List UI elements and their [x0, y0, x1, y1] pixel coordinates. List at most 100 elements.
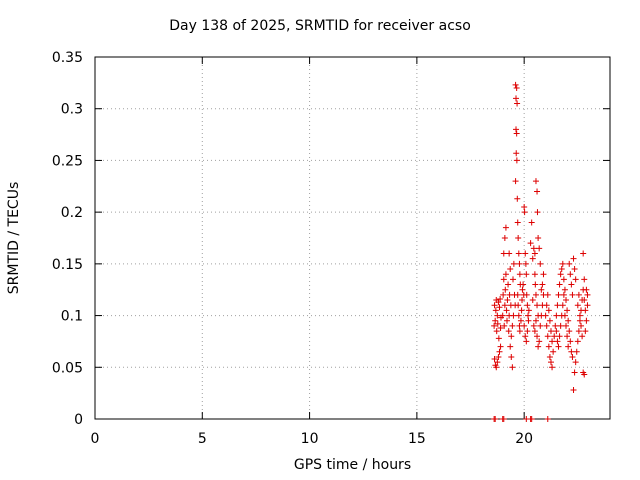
data-point	[529, 297, 536, 304]
data-point	[550, 348, 557, 355]
data-point	[576, 317, 583, 324]
data-point	[515, 302, 522, 309]
y-tick-label: 0.25	[52, 153, 83, 169]
axis-ticks: 0 0.05 0.1 0.15 0.2 0.25 0.3 0.35 0 5 10 15 20	[52, 50, 610, 447]
data-point	[544, 291, 551, 298]
data-point	[581, 371, 588, 378]
data-point	[521, 209, 528, 216]
data-point	[505, 281, 512, 288]
data-point	[536, 245, 543, 252]
data-point	[538, 286, 545, 293]
data-point	[571, 266, 578, 273]
y-axis-label: SRMTID / TECUs	[6, 181, 22, 295]
data-series	[491, 81, 591, 422]
data-point	[546, 317, 553, 324]
data-point	[582, 307, 589, 314]
data-point	[525, 317, 532, 324]
data-point	[501, 302, 508, 309]
data-point	[580, 250, 587, 257]
data-point	[499, 312, 506, 319]
data-point	[584, 302, 591, 309]
data-point	[532, 317, 539, 324]
data-point	[536, 338, 543, 345]
data-point	[495, 353, 502, 360]
data-point	[534, 333, 541, 340]
data-point	[491, 322, 498, 329]
data-point	[492, 317, 499, 324]
data-point	[579, 333, 586, 340]
data-point	[555, 343, 562, 350]
data-point	[493, 364, 500, 371]
data-point	[494, 359, 501, 366]
y-tick-label: 0	[74, 412, 83, 428]
data-point	[582, 328, 589, 335]
data-point	[514, 219, 521, 226]
data-point	[492, 416, 499, 422]
data-point	[515, 235, 522, 241]
chart-title: Day 138 of 2025, SRMTID for receiver acs…	[169, 18, 471, 34]
data-point	[581, 297, 588, 304]
data-point	[528, 416, 535, 422]
data-point	[502, 224, 509, 231]
data-point	[566, 328, 573, 335]
data-point	[502, 286, 509, 293]
data-point	[513, 130, 520, 137]
data-point	[560, 276, 567, 283]
data-point	[521, 203, 528, 210]
data-point	[497, 324, 504, 331]
y-tick-label: 0.2	[61, 205, 83, 221]
grid	[95, 57, 610, 419]
data-point	[500, 276, 507, 283]
data-point	[494, 320, 501, 327]
data-point	[504, 317, 510, 324]
data-point	[495, 299, 502, 306]
data-point	[563, 297, 570, 304]
data-point	[501, 235, 508, 241]
data-point	[531, 250, 538, 257]
data-point	[495, 335, 502, 342]
data-point	[559, 302, 566, 309]
data-point	[513, 85, 520, 92]
data-point	[567, 271, 574, 278]
data-point	[556, 281, 563, 288]
data-point	[551, 333, 558, 340]
data-point	[512, 81, 519, 88]
data-point	[547, 359, 554, 366]
data-point	[507, 266, 514, 273]
data-point	[532, 281, 539, 288]
y-tick-label: 0.35	[52, 50, 83, 66]
data-point	[565, 343, 572, 350]
data-point	[512, 178, 519, 185]
data-point	[520, 281, 527, 288]
data-point	[544, 416, 551, 422]
data-point	[524, 302, 531, 309]
y-tick-label: 0.1	[61, 309, 83, 325]
data-point	[554, 302, 561, 309]
data-point	[515, 250, 522, 257]
data-point	[497, 343, 504, 350]
data-point	[497, 296, 504, 303]
data-point	[564, 307, 571, 314]
data-point	[549, 338, 556, 345]
data-point	[501, 322, 508, 329]
data-point	[557, 271, 564, 278]
data-point	[566, 260, 573, 267]
plot-frame	[94, 56, 611, 420]
data-point	[522, 333, 529, 340]
data-point	[572, 359, 579, 366]
data-point	[574, 338, 581, 345]
data-point	[532, 178, 539, 185]
data-point	[570, 387, 577, 394]
data-point	[494, 312, 501, 319]
data-point	[559, 260, 566, 267]
data-point	[524, 328, 531, 335]
data-point	[500, 291, 507, 298]
x-tick-label: 15	[408, 431, 426, 447]
y-tick-label: 0.05	[52, 360, 83, 376]
data-point	[503, 307, 510, 314]
data-point	[508, 353, 515, 360]
data-point	[496, 304, 503, 311]
data-point	[513, 150, 520, 157]
data-point	[571, 369, 578, 376]
